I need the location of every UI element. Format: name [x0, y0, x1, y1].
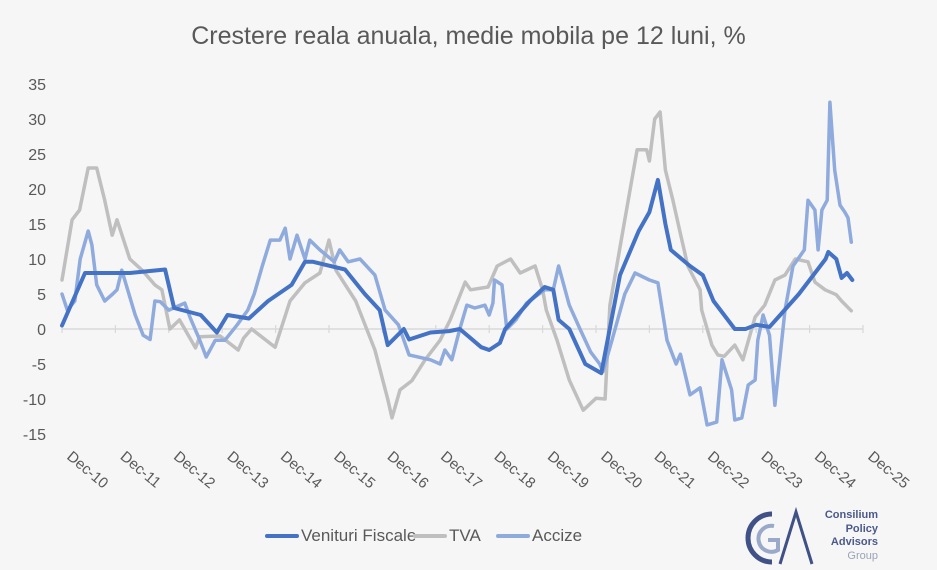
y-tick-label: -10	[23, 392, 46, 409]
y-tick-label: 30	[28, 112, 46, 129]
x-tick-label: Dec-19	[544, 448, 592, 492]
legend-label: Accize	[532, 526, 583, 545]
y-tick-label: 15	[28, 217, 46, 234]
x-tick-label: Dec-22	[704, 448, 752, 492]
y-tick-label: 10	[28, 252, 46, 269]
series-line-venituri-fiscale	[60, 177, 855, 376]
x-tick-label: Dec-20	[597, 448, 645, 492]
logo-text: Advisors	[830, 536, 878, 548]
x-tick-label: Dec-24	[811, 448, 859, 492]
x-tick-label: Dec-23	[758, 448, 806, 492]
legend-item-venituri-fiscale: Venituri Fiscale	[265, 526, 416, 546]
x-tick-label: Dec-10	[63, 448, 111, 492]
x-tick-label: Dec-16	[384, 448, 432, 492]
y-tick-label: 35	[28, 77, 46, 94]
legend-swatch	[496, 534, 530, 538]
y-tick-label: 25	[28, 147, 46, 164]
logo-text: Consilium	[824, 509, 878, 521]
logo-text: Policy	[845, 522, 878, 535]
x-tick-label: Dec-11	[117, 448, 164, 491]
y-tick-label: 20	[28, 182, 46, 199]
legend-item-tva: TVA	[413, 526, 481, 546]
x-tick-label: Dec-14	[277, 448, 325, 492]
y-tick-label: -15	[23, 427, 46, 444]
x-tick-label: Dec-17	[437, 448, 485, 492]
x-tick-label: Dec-13	[224, 448, 272, 492]
legend-swatch	[413, 534, 447, 538]
series-line-accize	[60, 100, 854, 427]
x-tick-label: Dec-21	[651, 448, 699, 492]
legend-item-accize: Accize	[496, 526, 582, 546]
cga-logo-icon	[745, 506, 814, 565]
y-tick-label: 5	[37, 287, 46, 304]
x-tick-label: Dec-25	[864, 448, 912, 492]
chart-title: Crestere reala anuala, medie mobila pe 1…	[191, 22, 746, 50]
x-tick-label: Dec-18	[491, 448, 539, 492]
y-tick-label: 0	[37, 322, 46, 339]
logo-text: Group	[847, 549, 878, 562]
legend-label: TVA	[449, 526, 481, 545]
legend-swatch	[265, 534, 299, 538]
x-tick-label: Dec-15	[330, 448, 378, 492]
consilium-logo: Consilium Policy Advisors Group	[738, 506, 888, 568]
legend-label: Venituri Fiscale	[301, 526, 417, 545]
y-tick-label: -5	[32, 357, 46, 374]
series-line-tva	[60, 110, 854, 420]
x-tick-label: Dec-12	[170, 448, 218, 492]
